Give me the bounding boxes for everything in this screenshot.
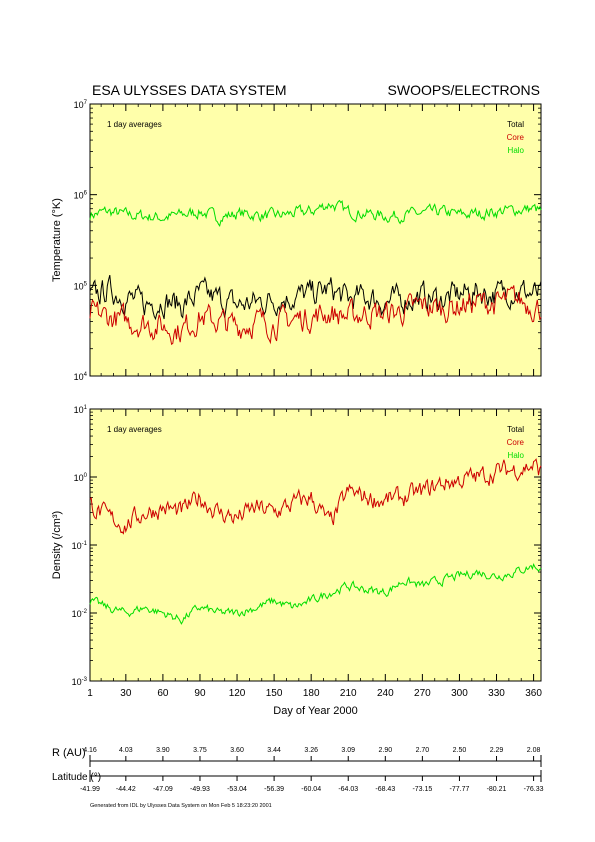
x-tick-label: 330 [488, 688, 505, 699]
latitude-value: -41.99 [80, 786, 100, 793]
y-tick-label: 105 [74, 281, 88, 291]
x-tick-label: 120 [229, 688, 246, 699]
legend-core: Core [507, 438, 525, 447]
series-halo-line [89, 199, 542, 227]
r-value: 2.50 [453, 747, 467, 754]
r-axis-label: R (AU) [52, 747, 86, 759]
latitude-value: -47.09 [153, 786, 173, 793]
footer-note: Generated from IDL by Ulysses Data Syste… [90, 803, 272, 809]
r-value: 3.90 [156, 747, 170, 754]
y-tick-label: 101 [74, 405, 88, 415]
latitude-value: -44.42 [116, 786, 136, 793]
x-tick-label: 180 [303, 688, 320, 699]
y-tick-label: 107 [74, 100, 88, 110]
r-value: 2.70 [416, 747, 430, 754]
header-title-left: ESA ULYSSES DATA SYSTEM [92, 82, 287, 98]
latitude-value: -80.21 [487, 786, 507, 793]
latitude-value: -68.43 [375, 786, 395, 793]
legend-core: Core [507, 133, 525, 142]
r-value: 2.29 [490, 747, 504, 754]
series-core-line [89, 458, 542, 535]
x-tick-label: 150 [266, 688, 283, 699]
x-tick-label: 1 [87, 688, 93, 699]
x-tick-label: 240 [377, 688, 394, 699]
legend-halo: Halo [508, 146, 525, 155]
x-axis-title: Day of Year 2000 [273, 705, 357, 717]
latitude-axis-label: Latitude (°) [52, 772, 101, 783]
x-tick-label: 210 [340, 688, 357, 699]
legend-halo: Halo [508, 451, 525, 460]
x-tick-label: 270 [414, 688, 431, 699]
x-tick-label: 90 [194, 688, 206, 699]
y-tick-label: 10-1 [72, 541, 88, 551]
latitude-value: -73.15 [412, 786, 432, 793]
r-value: 3.60 [230, 747, 244, 754]
r-value: 3.09 [341, 747, 355, 754]
latitude-value: -60.04 [301, 786, 321, 793]
r-value: 4.03 [119, 747, 133, 754]
y-tick-label: 10-2 [72, 609, 88, 619]
x-tick-label: 30 [120, 688, 132, 699]
latitude-value: -77.77 [450, 786, 470, 793]
x-tick-label: 60 [157, 688, 169, 699]
r-value: 3.26 [304, 747, 318, 754]
annotation-label: 1 day averages [107, 425, 162, 434]
latitude-value: -53.04 [227, 786, 247, 793]
latitude-value: -64.03 [338, 786, 358, 793]
x-tick-label: 360 [525, 688, 542, 699]
y-tick-label: 104 [74, 372, 88, 382]
y-tick-label: 100 [74, 473, 88, 483]
r-value: 2.08 [527, 747, 541, 754]
r-value: 4.16 [83, 747, 97, 754]
series-core-line [89, 285, 542, 346]
latitude-value: -76.33 [524, 786, 544, 793]
y-tick-label: 106 [74, 191, 88, 201]
series-total-line [89, 274, 542, 321]
y-axis-title: Density (/cm³) [51, 511, 63, 579]
legend-total: Total [507, 425, 524, 434]
y-tick-label: 10-3 [72, 677, 88, 687]
annotation-label: 1 day averages [107, 120, 162, 129]
plot-area-0 [89, 103, 542, 377]
y-axis-title: Temperature (°K) [51, 198, 63, 282]
header-title-right: SWOOPS/ELECTRONS [387, 82, 540, 98]
r-value: 3.44 [267, 747, 281, 754]
latitude-value: -56.39 [264, 786, 284, 793]
latitude-value: -49.93 [190, 786, 210, 793]
series-halo-line [89, 562, 542, 625]
plot-area-1 [89, 408, 542, 682]
legend-total: Total [507, 120, 524, 129]
r-value: 3.75 [193, 747, 207, 754]
x-tick-label: 300 [451, 688, 468, 699]
r-value: 2.90 [378, 747, 392, 754]
